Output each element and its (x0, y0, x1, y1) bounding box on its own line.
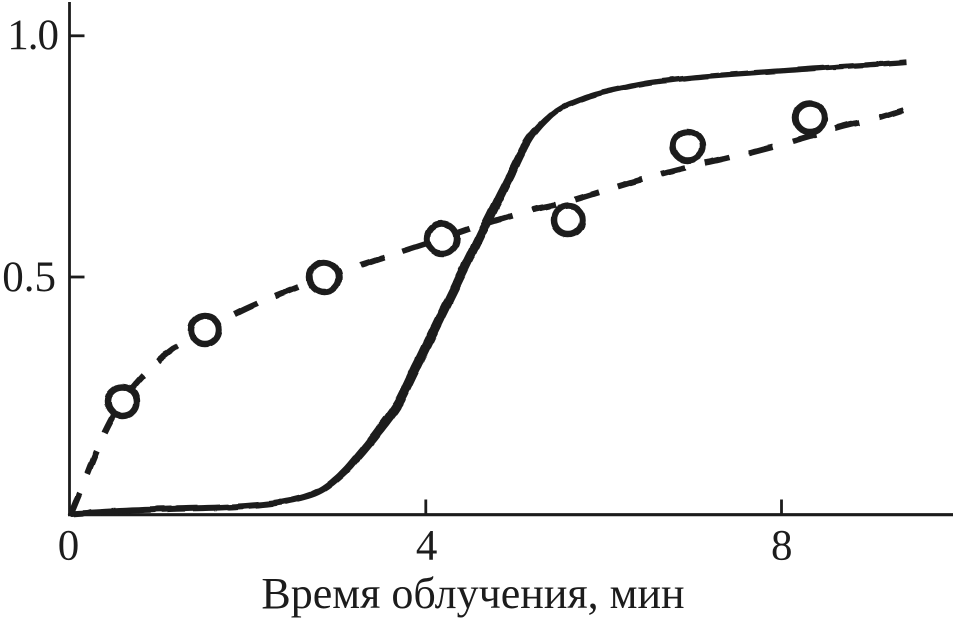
svg-text:4: 4 (416, 523, 438, 570)
svg-text:0.5: 0.5 (2, 254, 56, 301)
svg-text:Время облучения, мин: Время облучения, мин (261, 569, 684, 618)
svg-text:8: 8 (771, 522, 793, 569)
svg-text:0: 0 (58, 523, 80, 570)
svg-text:1.0: 1.0 (7, 12, 58, 59)
